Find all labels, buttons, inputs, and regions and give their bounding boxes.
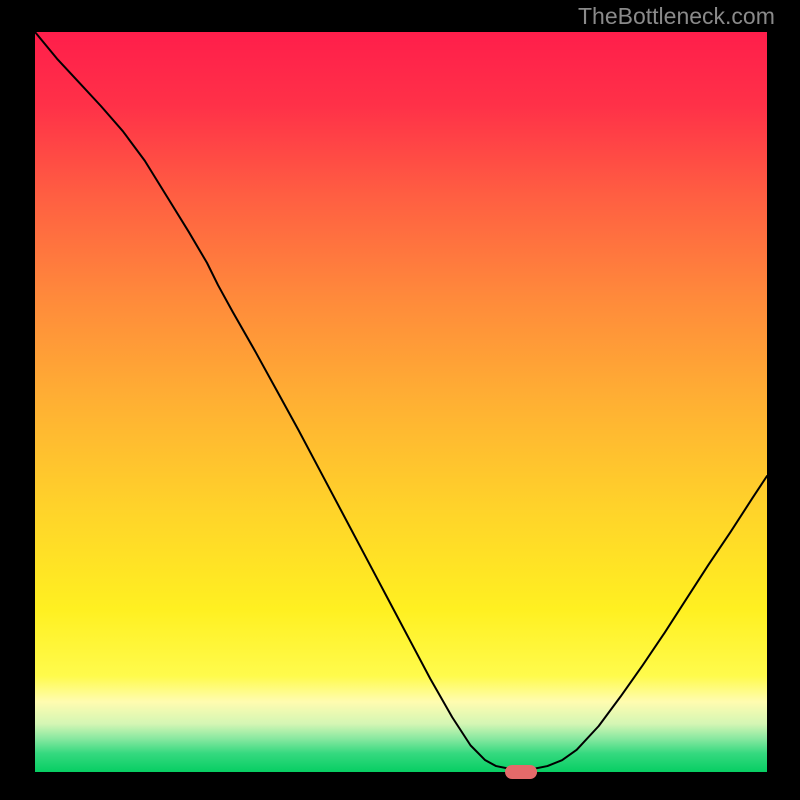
chart-background [35,32,767,772]
optimal-marker [505,765,537,779]
watermark-text: TheBottleneck.com [578,3,775,30]
bottleneck-chart [0,0,800,800]
chart-stage: TheBottleneck.com [0,0,800,800]
